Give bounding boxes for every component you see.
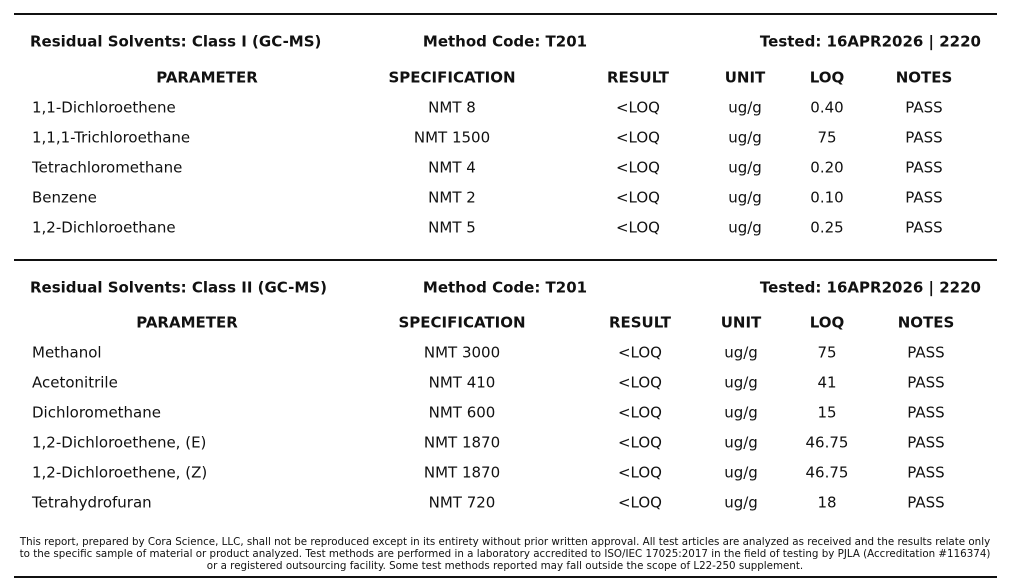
- table-cell: Tetrachloromethane: [31, 159, 182, 177]
- table-cell: PASS: [905, 219, 942, 237]
- table-cell: ug/g: [728, 189, 762, 207]
- column-header: LOQ: [810, 314, 845, 332]
- table-cell: PASS: [907, 434, 944, 452]
- table-cell: PASS: [905, 159, 942, 177]
- column-header: NOTES: [898, 314, 955, 332]
- table-cell: ug/g: [724, 464, 758, 482]
- table-cell: 1,1,1-Trichloroethane: [32, 129, 190, 147]
- table-cell: ug/g: [728, 129, 762, 147]
- table-cell: NMT 4: [428, 159, 476, 177]
- table-cell: Methanol: [32, 344, 102, 362]
- table-cell: ug/g: [724, 434, 758, 452]
- table-cell: 0.20: [810, 159, 843, 177]
- table-cell: 0.25: [810, 219, 843, 237]
- table-cell: 1,2-Dichloroethene, (Z): [32, 464, 207, 482]
- column-header: RESULT: [607, 69, 670, 87]
- method-code: Method Code: T201: [423, 279, 587, 297]
- column-header: RESULT: [609, 314, 672, 332]
- column-header: UNIT: [721, 314, 762, 332]
- table-cell: 41: [817, 374, 836, 392]
- table-cell: <LOQ: [618, 404, 662, 422]
- column-header: PARAMETER: [136, 314, 238, 332]
- tested-date: Tested: 16APR2026 | 2220: [760, 279, 981, 298]
- table-cell: NMT 720: [429, 494, 496, 512]
- table-cell: ug/g: [724, 344, 758, 362]
- table-cell: PASS: [907, 404, 944, 422]
- table-cell: Benzene: [32, 189, 97, 207]
- column-header: NOTES: [896, 69, 953, 87]
- table-cell: PASS: [905, 129, 942, 147]
- tested-date: Tested: 16APR2026 | 2220: [760, 33, 981, 52]
- table-cell: ug/g: [724, 494, 758, 512]
- column-header: LOQ: [810, 69, 845, 87]
- table-cell: 46.75: [806, 464, 849, 482]
- footer-text: This report, prepared by Cora Science, L…: [19, 536, 990, 548]
- table-cell: <LOQ: [618, 494, 662, 512]
- table-cell: PASS: [905, 189, 942, 207]
- table-cell: Tetrahydrofuran: [31, 494, 152, 512]
- table-cell: <LOQ: [616, 99, 660, 117]
- table-cell: PASS: [907, 464, 944, 482]
- table-cell: <LOQ: [616, 159, 660, 177]
- section-title: Residual Solvents: Class II (GC-MS): [30, 279, 327, 297]
- table-cell: NMT 410: [429, 374, 496, 392]
- footer-text: to the specific sample of material or pr…: [20, 548, 991, 560]
- column-header: PARAMETER: [156, 69, 258, 87]
- table-cell: NMT 1870: [424, 434, 500, 452]
- table-cell: PASS: [907, 374, 944, 392]
- table-cell: PASS: [907, 344, 944, 362]
- table-cell: NMT 1870: [424, 464, 500, 482]
- table-cell: 46.75: [806, 434, 849, 452]
- table-cell: 15: [817, 404, 836, 422]
- table-cell: <LOQ: [616, 219, 660, 237]
- table-cell: 0.10: [810, 189, 843, 207]
- table-cell: <LOQ: [618, 464, 662, 482]
- table-cell: ug/g: [728, 159, 762, 177]
- table-cell: 1,2-Dichloroethene, (E): [32, 434, 206, 452]
- table-cell: 1,1-Dichloroethene: [32, 99, 176, 117]
- table-cell: Dichloromethane: [32, 404, 161, 422]
- table-cell: NMT 1500: [414, 129, 490, 147]
- table-cell: 75: [817, 129, 836, 147]
- table-cell: ug/g: [724, 404, 758, 422]
- table-cell: Acetonitrile: [32, 374, 118, 392]
- table-cell: NMT 2: [428, 189, 476, 207]
- section-title: Residual Solvents: Class I (GC-MS): [30, 33, 321, 51]
- column-header: UNIT: [725, 69, 766, 87]
- table-cell: <LOQ: [618, 434, 662, 452]
- method-code: Method Code: T201: [423, 33, 587, 51]
- table-cell: PASS: [905, 99, 942, 117]
- column-header: SPECIFICATION: [388, 69, 515, 87]
- table-cell: ug/g: [728, 219, 762, 237]
- table-cell: 1,2-Dichloroethane: [32, 219, 176, 237]
- table-cell: PASS: [907, 494, 944, 512]
- table-cell: <LOQ: [616, 129, 660, 147]
- table-cell: ug/g: [728, 99, 762, 117]
- table-cell: ug/g: [724, 374, 758, 392]
- table-cell: <LOQ: [618, 374, 662, 392]
- table-cell: 18: [817, 494, 836, 512]
- footer-text: or a registered outsourcing facility. So…: [207, 560, 803, 572]
- table-cell: 75: [817, 344, 836, 362]
- table-cell: <LOQ: [618, 344, 662, 362]
- table-cell: 0.40: [810, 99, 843, 117]
- column-header: SPECIFICATION: [398, 314, 525, 332]
- table-cell: NMT 600: [429, 404, 496, 422]
- table-cell: <LOQ: [616, 189, 660, 207]
- table-cell: NMT 5: [428, 219, 476, 237]
- table-cell: NMT 3000: [424, 344, 500, 362]
- table-cell: NMT 8: [428, 99, 476, 117]
